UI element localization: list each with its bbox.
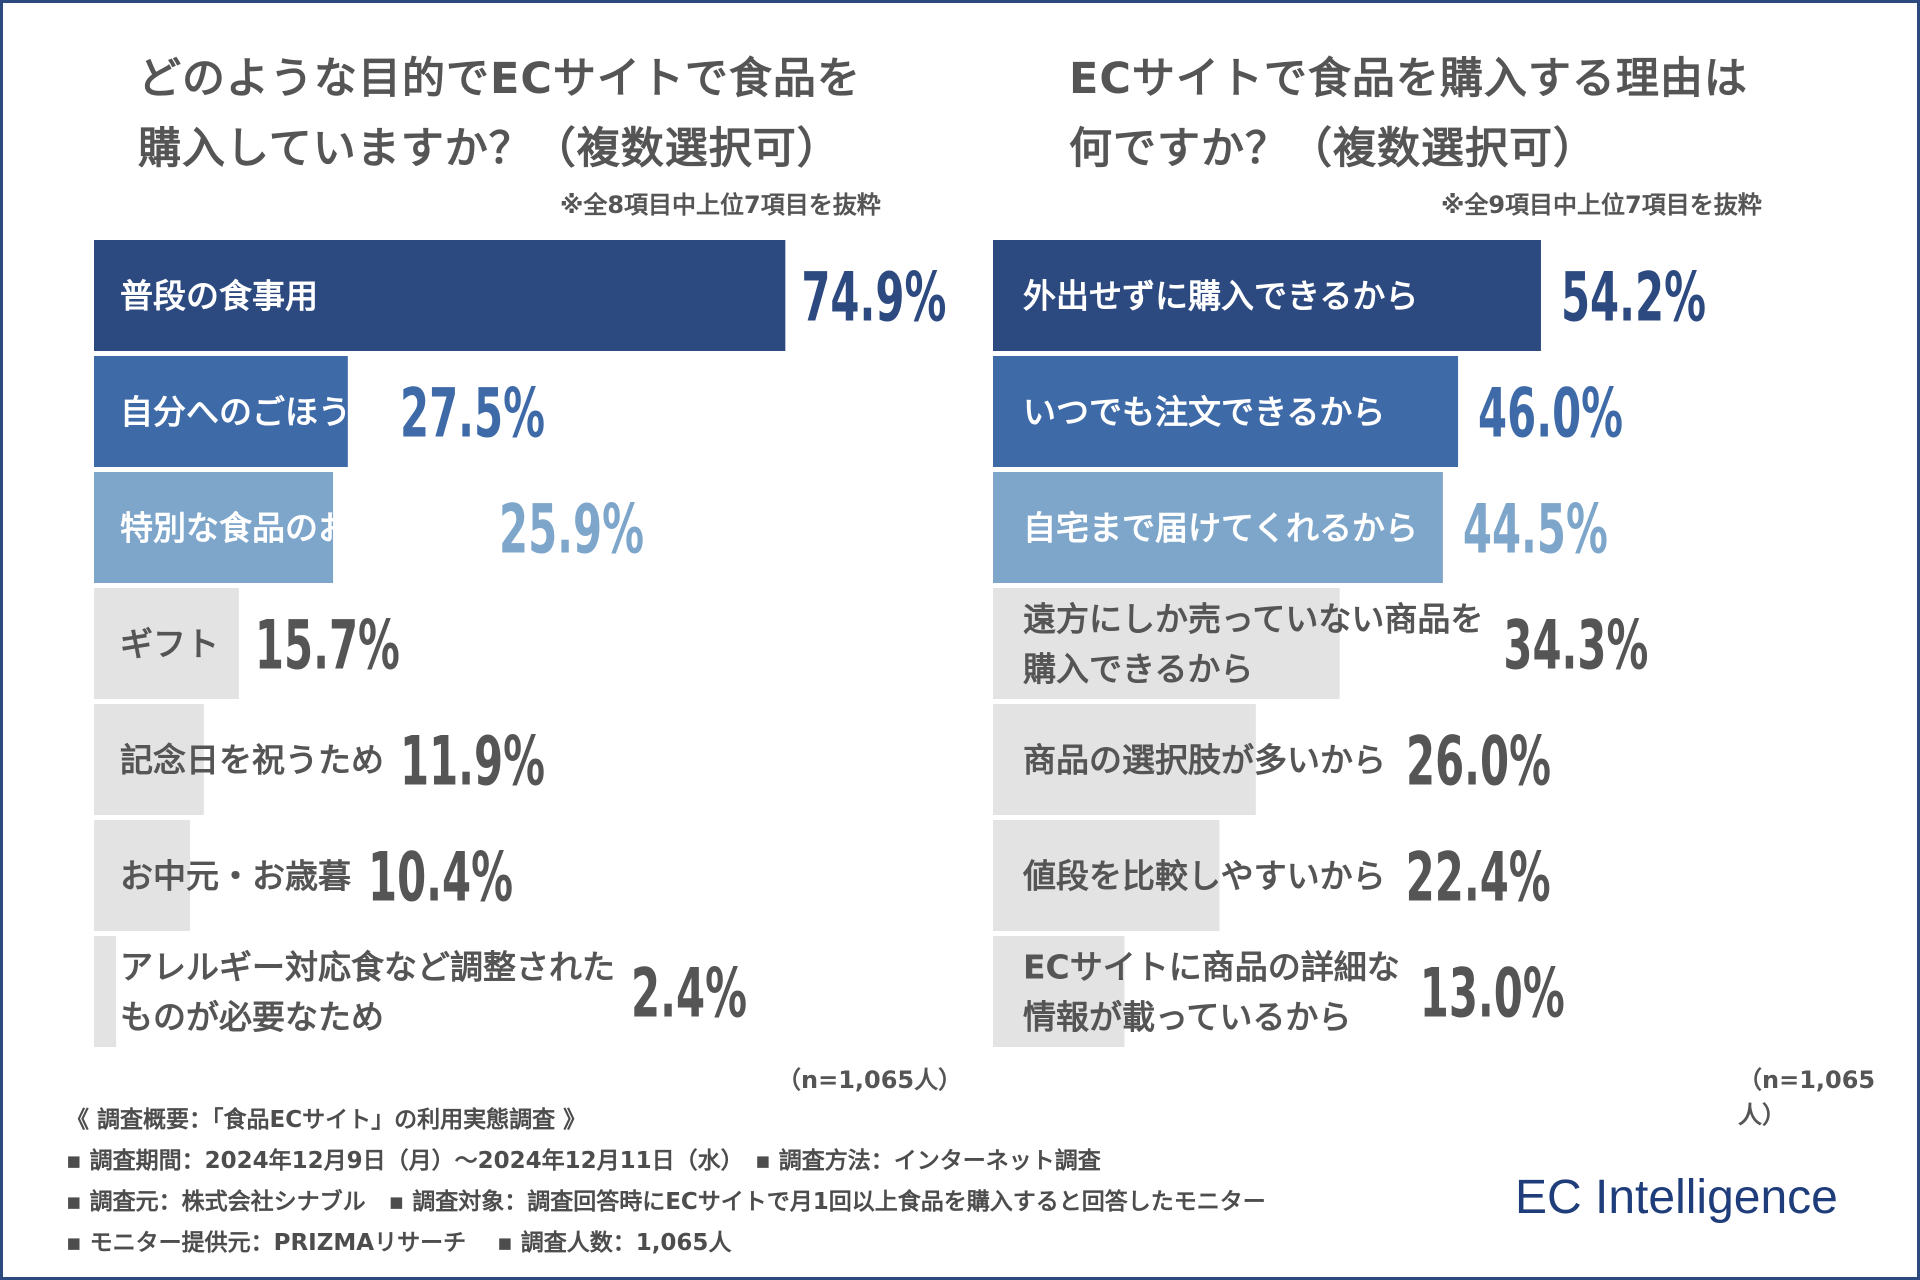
bar-2 xyxy=(94,356,348,467)
bar-5 xyxy=(993,704,1256,815)
chart-note: ※全8項目中上位7項目を抜粋 xyxy=(560,191,881,219)
value-label: 74.9% xyxy=(801,259,946,338)
chart-panel-reasons: ECサイトで食品を購入する理由は 何ですか？（複数選択可） ※全9項目中上位7項… xyxy=(993,0,1893,1129)
chart-title-line-2: 購入していますか？（複数選択可） xyxy=(138,124,841,174)
bar-6 xyxy=(94,820,190,931)
category-label: 商品の選択肢が多いから xyxy=(1023,740,1386,779)
bar-chart-reasons: 外出せずに購入できるから 54.2% いつでも注文できるから 46.0% 自宅まで届けて… xyxy=(993,240,1706,1047)
category-label: ギフト xyxy=(120,624,219,663)
bar-1 xyxy=(993,240,1541,351)
chart-title-line-2: 何ですか？（複数選択可） xyxy=(1069,124,1597,174)
category-label: 値段を比較しやすいから xyxy=(1022,856,1386,895)
value-label: 15.7% xyxy=(255,607,400,686)
category-label: 自分へのごほうび xyxy=(120,392,384,431)
value-label: 26.0% xyxy=(1406,723,1551,802)
category-label: 記念日を祝うため xyxy=(120,740,384,779)
category-label: 外出せずに購入できるから xyxy=(1023,276,1418,315)
bar-3 xyxy=(94,472,334,583)
survey-panel-line: ▪ モニター提供元：PRIZMAリサーチ ▪ 調査人数：1,065人 xyxy=(66,1230,732,1256)
bar-4 xyxy=(993,588,1340,699)
category-label: 自宅まで届けてくれるから xyxy=(1023,508,1418,547)
value-label: 46.0% xyxy=(1478,375,1623,454)
survey-overview-heading: 《 調査概要：「食品ECサイト」の利用実態調査 》 xyxy=(66,1107,587,1133)
chart-note: ※全9項目中上位7項目を抜粋 xyxy=(1441,191,1762,219)
bar-7 xyxy=(993,936,1125,1047)
value-label: 11.9% xyxy=(400,723,545,802)
chart-title-line-1: どのような目的でECサイトで食品を xyxy=(138,54,861,104)
survey-period-line: ▪ 調査期間：2024年12月9日（月）～2024年12月11日（水） ▪ 調査… xyxy=(66,1148,1101,1174)
bar-chart-purpose: 普段の食事用 74.9% 自分へのごほうび 27.5% 特別な食品のお取り寄せ 25.9%… xyxy=(94,240,946,1047)
chart-panel-purpose: どのような目的でECサイトで食品を 購入していますか？（複数選択可） ※全8項目… xyxy=(94,0,974,1094)
value-label: 13.0% xyxy=(1420,955,1565,1034)
chart-title-line-1: ECサイトで食品を購入する理由は xyxy=(1069,54,1748,104)
survey-overview: 《 調査概要：「食品ECサイト」の利用実態調査 》 ▪ 調査期間：2024年12… xyxy=(66,1100,1266,1264)
chart-title: どのような目的でECサイトで食品を 購入していますか？（複数選択可） xyxy=(138,44,861,184)
category-label: 普段の食事用 xyxy=(120,276,318,315)
value-label: 22.4% xyxy=(1406,839,1551,918)
bar-7 xyxy=(94,936,117,1047)
bar-5 xyxy=(94,704,204,815)
category-label: 特別な食品のお取り寄せ xyxy=(120,508,483,547)
value-label: 2.4% xyxy=(631,955,747,1034)
brand-logo: EC Intelligence xyxy=(1515,1171,1838,1224)
value-label: 25.9% xyxy=(499,491,644,570)
value-label: 54.2% xyxy=(1561,259,1706,338)
category-label: いつでも注文できるから xyxy=(1023,392,1385,431)
sample-size-label: （n=1,065人） xyxy=(1738,1066,1876,1129)
category-label: お中元・お歳暮 xyxy=(120,856,352,895)
bar-3 xyxy=(993,472,1443,583)
value-label: 34.3% xyxy=(1503,607,1648,686)
value-label: 44.5% xyxy=(1463,491,1608,570)
category-label: アレルギー対応食など調整されたものが必要なため xyxy=(120,947,615,1036)
sample-size-label: （n=1,065人） xyxy=(777,1066,963,1094)
bar-2 xyxy=(993,356,1459,467)
value-label: 27.5% xyxy=(400,375,545,454)
bar-4 xyxy=(94,588,239,699)
bar-1 xyxy=(94,240,786,351)
value-label: 10.4% xyxy=(368,839,513,918)
survey-source-line: ▪ 調査元：株式会社シナブル ▪ 調査対象：調査回答時にECサイトで月1回以上食… xyxy=(66,1189,1266,1215)
category-label: ECサイトに商品の詳細な情報が載っているから xyxy=(1023,947,1400,1036)
category-label: 遠方にしか売っていない商品を購入できるから xyxy=(1023,599,1483,688)
chart-title: ECサイトで食品を購入する理由は 何ですか？（複数選択可） xyxy=(1069,44,1748,184)
bar-6 xyxy=(993,820,1220,931)
